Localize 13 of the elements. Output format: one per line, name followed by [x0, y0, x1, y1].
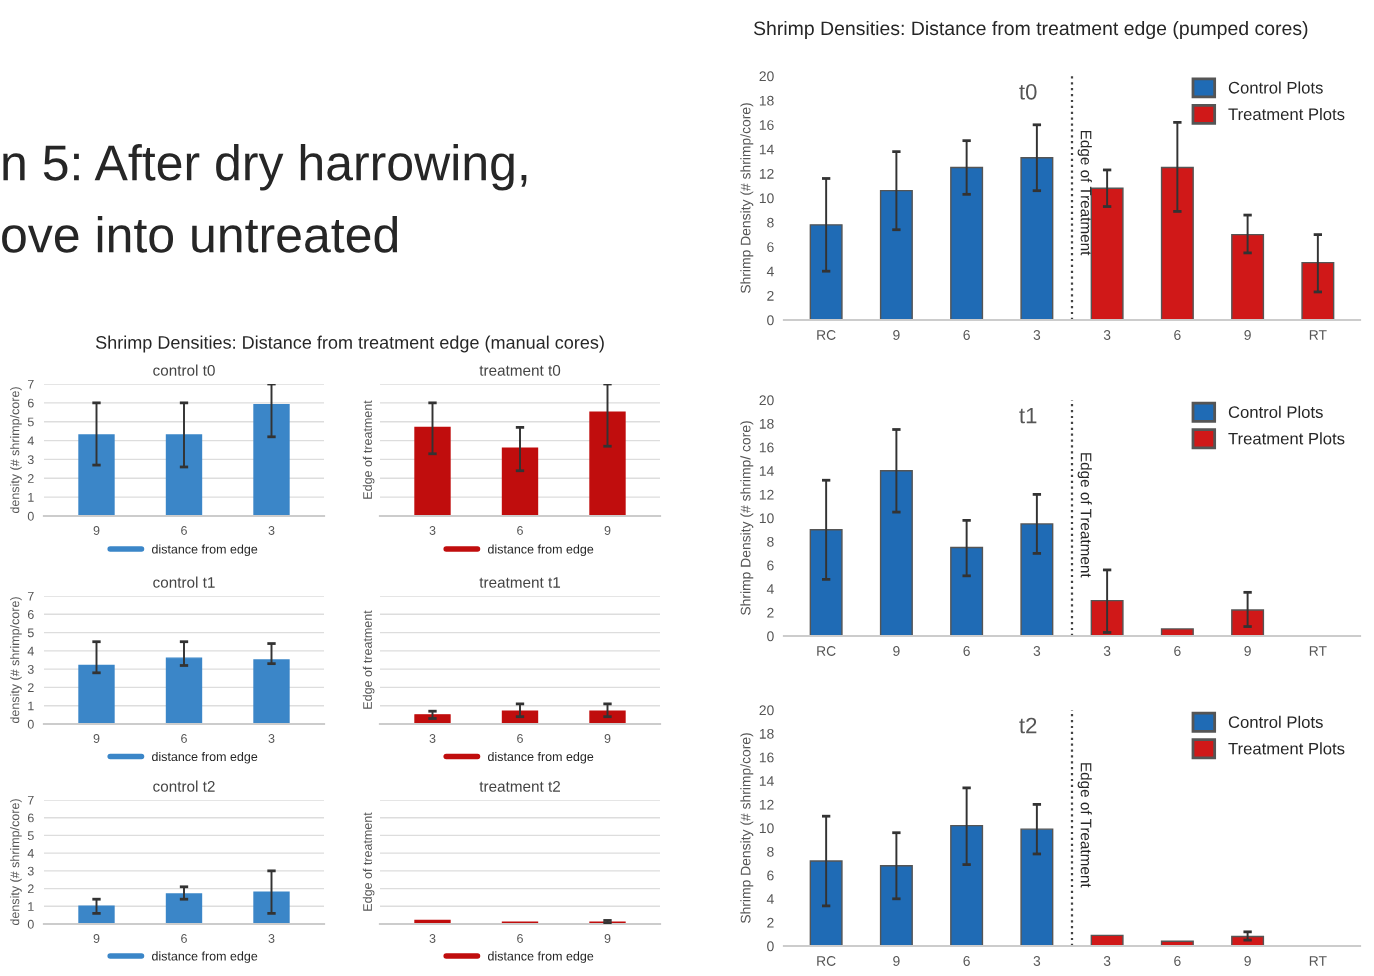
chart-title: Shrimp Densities: Distance from treatment edge (pumped cores)	[753, 20, 1308, 40]
legend-label: Treatment Plots	[1228, 432, 1345, 445]
annotation: t2	[1019, 717, 1037, 734]
legend-label: Control Plots	[1228, 81, 1323, 94]
text: ove into untreated	[2, 216, 398, 253]
chart-title: Shrimp Densities: Distance from treatment edge (manual cores)	[95, 335, 604, 353]
legend-label: Control Plots	[1228, 405, 1323, 419]
annotation: t0	[1019, 83, 1037, 100]
legend-label: Treatment Plots	[1228, 742, 1345, 755]
legend-label: Treatment Plots	[1228, 107, 1345, 121]
annotation: t1	[1019, 407, 1037, 424]
legend-label: Control Plots	[1228, 715, 1323, 729]
text: n 5: After dry harrowing,	[3, 144, 527, 191]
